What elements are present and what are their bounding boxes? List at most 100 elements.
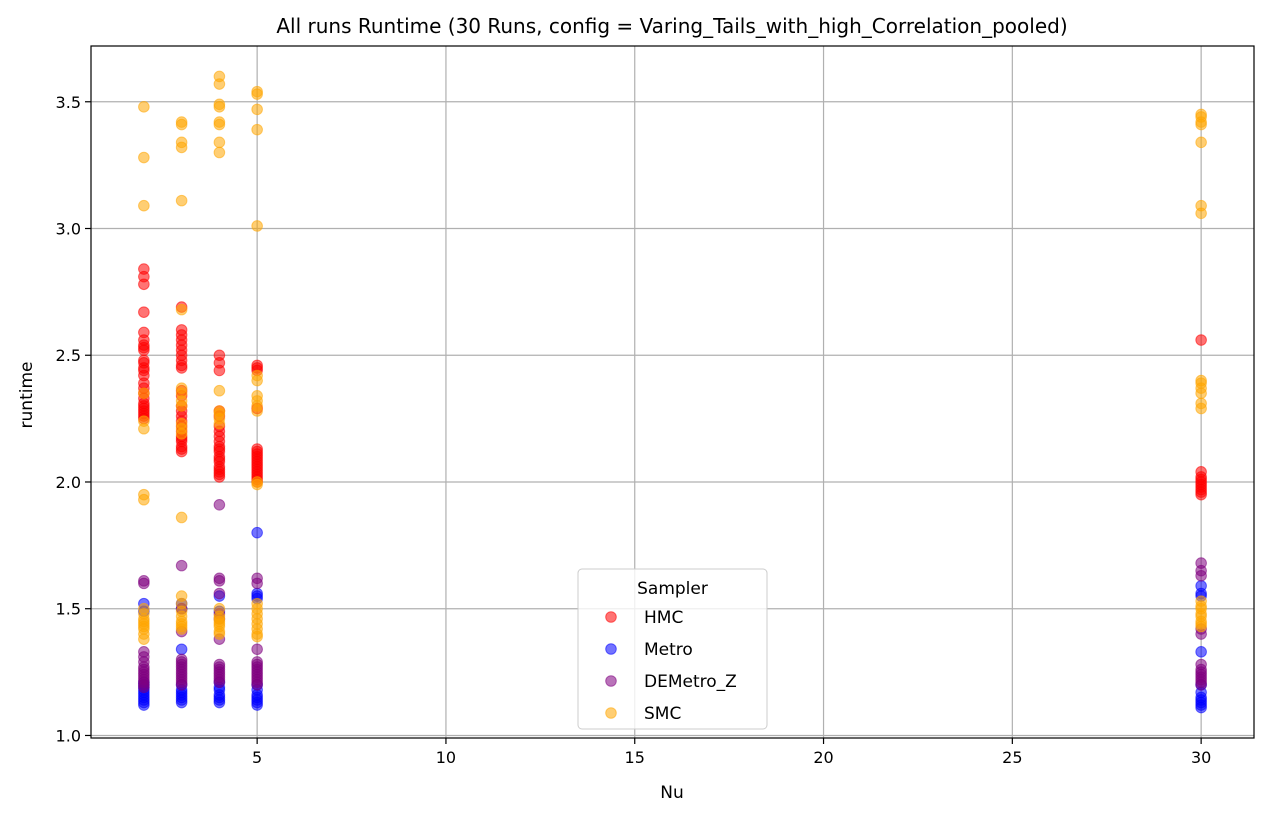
data-point — [213, 471, 226, 483]
data-point — [251, 103, 263, 116]
data-point — [1195, 334, 1207, 346]
data-point — [251, 478, 263, 491]
x-tick-label: 30 — [1191, 748, 1211, 767]
data-point — [138, 699, 150, 711]
data-point — [175, 118, 188, 131]
data-point — [175, 141, 188, 154]
data-point — [213, 118, 226, 131]
data-point — [175, 445, 188, 458]
legend-label: Metro — [644, 640, 693, 660]
x-axis-label: Nu — [660, 783, 684, 803]
legend-box — [577, 568, 768, 730]
y-tick-label: 2.0 — [56, 473, 81, 492]
y-tick-label: 3.5 — [56, 93, 81, 112]
y-tick-label: 2.5 — [56, 346, 81, 365]
data-point — [1195, 118, 1207, 131]
data-point — [213, 146, 226, 159]
data-point — [138, 633, 150, 645]
legend-label: SMC — [644, 704, 681, 724]
data-point — [251, 405, 263, 417]
series-demetro-z — [138, 498, 1207, 694]
data-point — [1195, 488, 1207, 501]
data-point — [1195, 701, 1207, 714]
y-axis-label: runtime — [17, 362, 37, 429]
data-point — [251, 630, 263, 643]
legend-marker — [605, 611, 617, 623]
legend-items: HMC Metro DEMetro_Z SMC — [605, 608, 737, 724]
data-point — [213, 587, 226, 600]
data-point — [1195, 207, 1207, 220]
legend-marker — [605, 643, 617, 655]
data-point — [138, 387, 150, 400]
data-point — [1195, 387, 1207, 400]
data-point — [138, 681, 150, 694]
data-point — [251, 220, 263, 232]
data-point — [138, 199, 150, 212]
data-point — [213, 101, 226, 113]
data-point — [175, 400, 188, 412]
y-tick-label: 1.5 — [56, 600, 81, 619]
data-point — [175, 362, 188, 374]
data-point — [175, 643, 188, 656]
data-point — [175, 428, 188, 440]
data-point — [138, 151, 150, 164]
data-point — [138, 306, 150, 318]
x-tick-label: 5 — [252, 748, 262, 767]
data-point — [175, 696, 188, 709]
data-point — [251, 526, 263, 539]
data-point — [213, 696, 226, 709]
data-point — [1195, 620, 1207, 633]
data-point — [1195, 646, 1207, 658]
legend-label: HMC — [644, 608, 683, 628]
data-point — [175, 303, 188, 316]
chart-title: All runs Runtime (30 Runs, config = Vari… — [276, 14, 1067, 38]
data-point — [1195, 402, 1207, 415]
data-point — [1195, 136, 1207, 149]
data-point — [251, 123, 263, 136]
data-point — [175, 623, 188, 635]
data-point — [251, 88, 263, 100]
data-point — [213, 78, 226, 90]
data-point — [213, 136, 226, 149]
data-points — [138, 70, 1207, 714]
data-point — [1195, 678, 1207, 691]
data-point — [175, 511, 188, 524]
series-hmc — [138, 263, 1207, 501]
legend-marker — [605, 707, 617, 719]
data-point — [251, 374, 263, 387]
data-point — [138, 577, 150, 590]
data-point — [213, 417, 226, 430]
data-point — [251, 643, 263, 656]
data-point — [251, 699, 263, 711]
data-point — [251, 577, 263, 590]
y-tick-label: 3.0 — [56, 220, 81, 239]
data-point — [138, 493, 150, 506]
data-point — [138, 344, 150, 356]
data-point — [213, 575, 226, 587]
legend: Sampler HMC Metro DEMetro_Z SMC — [577, 568, 768, 730]
data-point — [213, 498, 226, 511]
x-tick-label: 15 — [625, 748, 645, 767]
x-tick-label: 10 — [436, 748, 456, 767]
data-point — [175, 194, 188, 207]
data-point — [138, 278, 150, 291]
data-point — [138, 422, 150, 435]
data-point — [251, 678, 263, 691]
x-tick-label: 20 — [813, 748, 833, 767]
x-tick-label: 25 — [1002, 748, 1022, 767]
legend-marker — [605, 675, 617, 687]
data-point — [1195, 569, 1207, 582]
data-point — [213, 628, 226, 640]
y-tick-label: 1.0 — [56, 726, 81, 745]
data-point — [213, 364, 226, 377]
plot-frame — [90, 45, 1255, 739]
data-point — [138, 101, 150, 113]
data-point — [175, 559, 188, 572]
data-point — [175, 678, 188, 691]
axis-ticks: 5 10 15 20 25 30 1.0 1.5 2.0 2.5 3.0 3.5 — [56, 93, 1212, 767]
legend-title: Sampler — [637, 579, 708, 599]
data-point — [213, 384, 226, 397]
legend-label: DEMetro_Z — [644, 672, 737, 692]
data-point — [213, 676, 226, 689]
